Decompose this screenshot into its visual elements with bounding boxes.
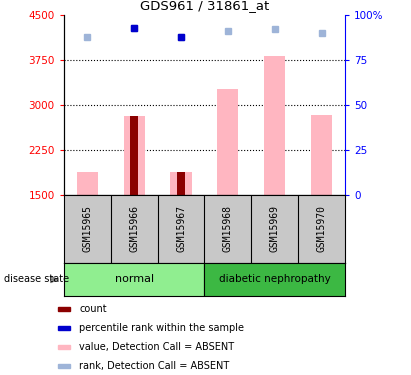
Bar [264, 56, 285, 195]
Bar [217, 89, 238, 195]
Title: GDS961 / 31861_at: GDS961 / 31861_at [140, 0, 269, 12]
Bar [171, 172, 192, 195]
Bar [124, 116, 145, 195]
Bar [58, 364, 70, 368]
Text: GSM15968: GSM15968 [223, 205, 233, 252]
Bar [64, 262, 204, 296]
Text: count: count [79, 304, 107, 314]
Bar [130, 116, 139, 195]
Bar [76, 172, 98, 195]
Text: rank, Detection Call = ABSENT: rank, Detection Call = ABSENT [79, 361, 230, 370]
Bar [58, 326, 70, 330]
Text: GSM15967: GSM15967 [176, 205, 186, 252]
Text: normal: normal [115, 274, 154, 284]
Text: diabetic nephropathy: diabetic nephropathy [219, 274, 331, 284]
Text: value, Detection Call = ABSENT: value, Detection Call = ABSENT [79, 342, 235, 352]
Text: GSM15965: GSM15965 [82, 205, 92, 252]
Text: GSM15969: GSM15969 [270, 205, 280, 252]
Bar [58, 308, 70, 311]
Bar [58, 345, 70, 349]
Text: percentile rank within the sample: percentile rank within the sample [79, 323, 245, 333]
Bar [177, 172, 185, 195]
Bar [311, 115, 332, 195]
Text: GSM15966: GSM15966 [129, 205, 139, 252]
Text: disease state: disease state [4, 274, 69, 284]
Bar [204, 262, 345, 296]
Text: GSM15970: GSM15970 [317, 205, 327, 252]
